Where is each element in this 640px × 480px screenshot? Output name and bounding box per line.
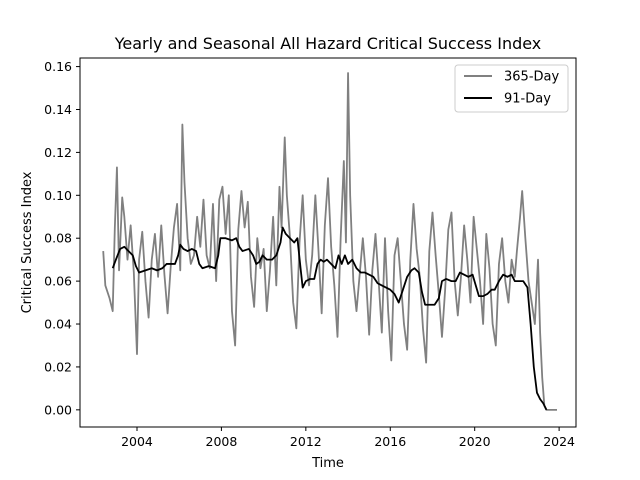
legend: 365-Day 91-Day [454, 64, 569, 113]
x-tick-label: 2020 [459, 434, 491, 449]
x-axis-label: Time [311, 456, 344, 471]
x-tick-label: 2016 [374, 434, 406, 449]
y-tick-label: 0.08 [44, 231, 72, 246]
series-line-91-day [111, 226, 548, 411]
plot-frame [79, 57, 577, 428]
chart-title: Yearly and Seasonal All Hazard Critical … [114, 34, 542, 53]
y-tick-label: 0.02 [44, 359, 72, 374]
y-tick-label: 0.16 [44, 59, 72, 74]
y-tick-label: 0.12 [44, 145, 72, 160]
y-axis-label: Critical Success Index [20, 171, 35, 313]
y-tick-label: 0.04 [44, 317, 72, 332]
y-axis: 0.00 0.02 0.04 0.06 0.08 0.10 0.12 0.14 0.16 [44, 59, 80, 417]
plot-area [79, 57, 577, 428]
x-tick-label: 2012 [290, 434, 322, 449]
x-axis: 2004 2008 2012 2016 2020 2024 [121, 427, 575, 449]
y-tick-label: 0.10 [44, 188, 72, 203]
x-tick-label: 2024 [543, 434, 575, 449]
y-tick-label: 0.06 [44, 274, 72, 289]
series-line-365-day [102, 72, 557, 411]
x-tick-label: 2004 [121, 434, 153, 449]
y-tick-label: 0.14 [44, 102, 72, 117]
series-layer [102, 72, 557, 411]
legend-label-91-day: 91-Day [504, 92, 551, 107]
y-tick-label: 0.00 [44, 402, 72, 417]
legend-label-365-day: 365-Day [504, 70, 559, 85]
x-tick-label: 2008 [206, 434, 238, 449]
